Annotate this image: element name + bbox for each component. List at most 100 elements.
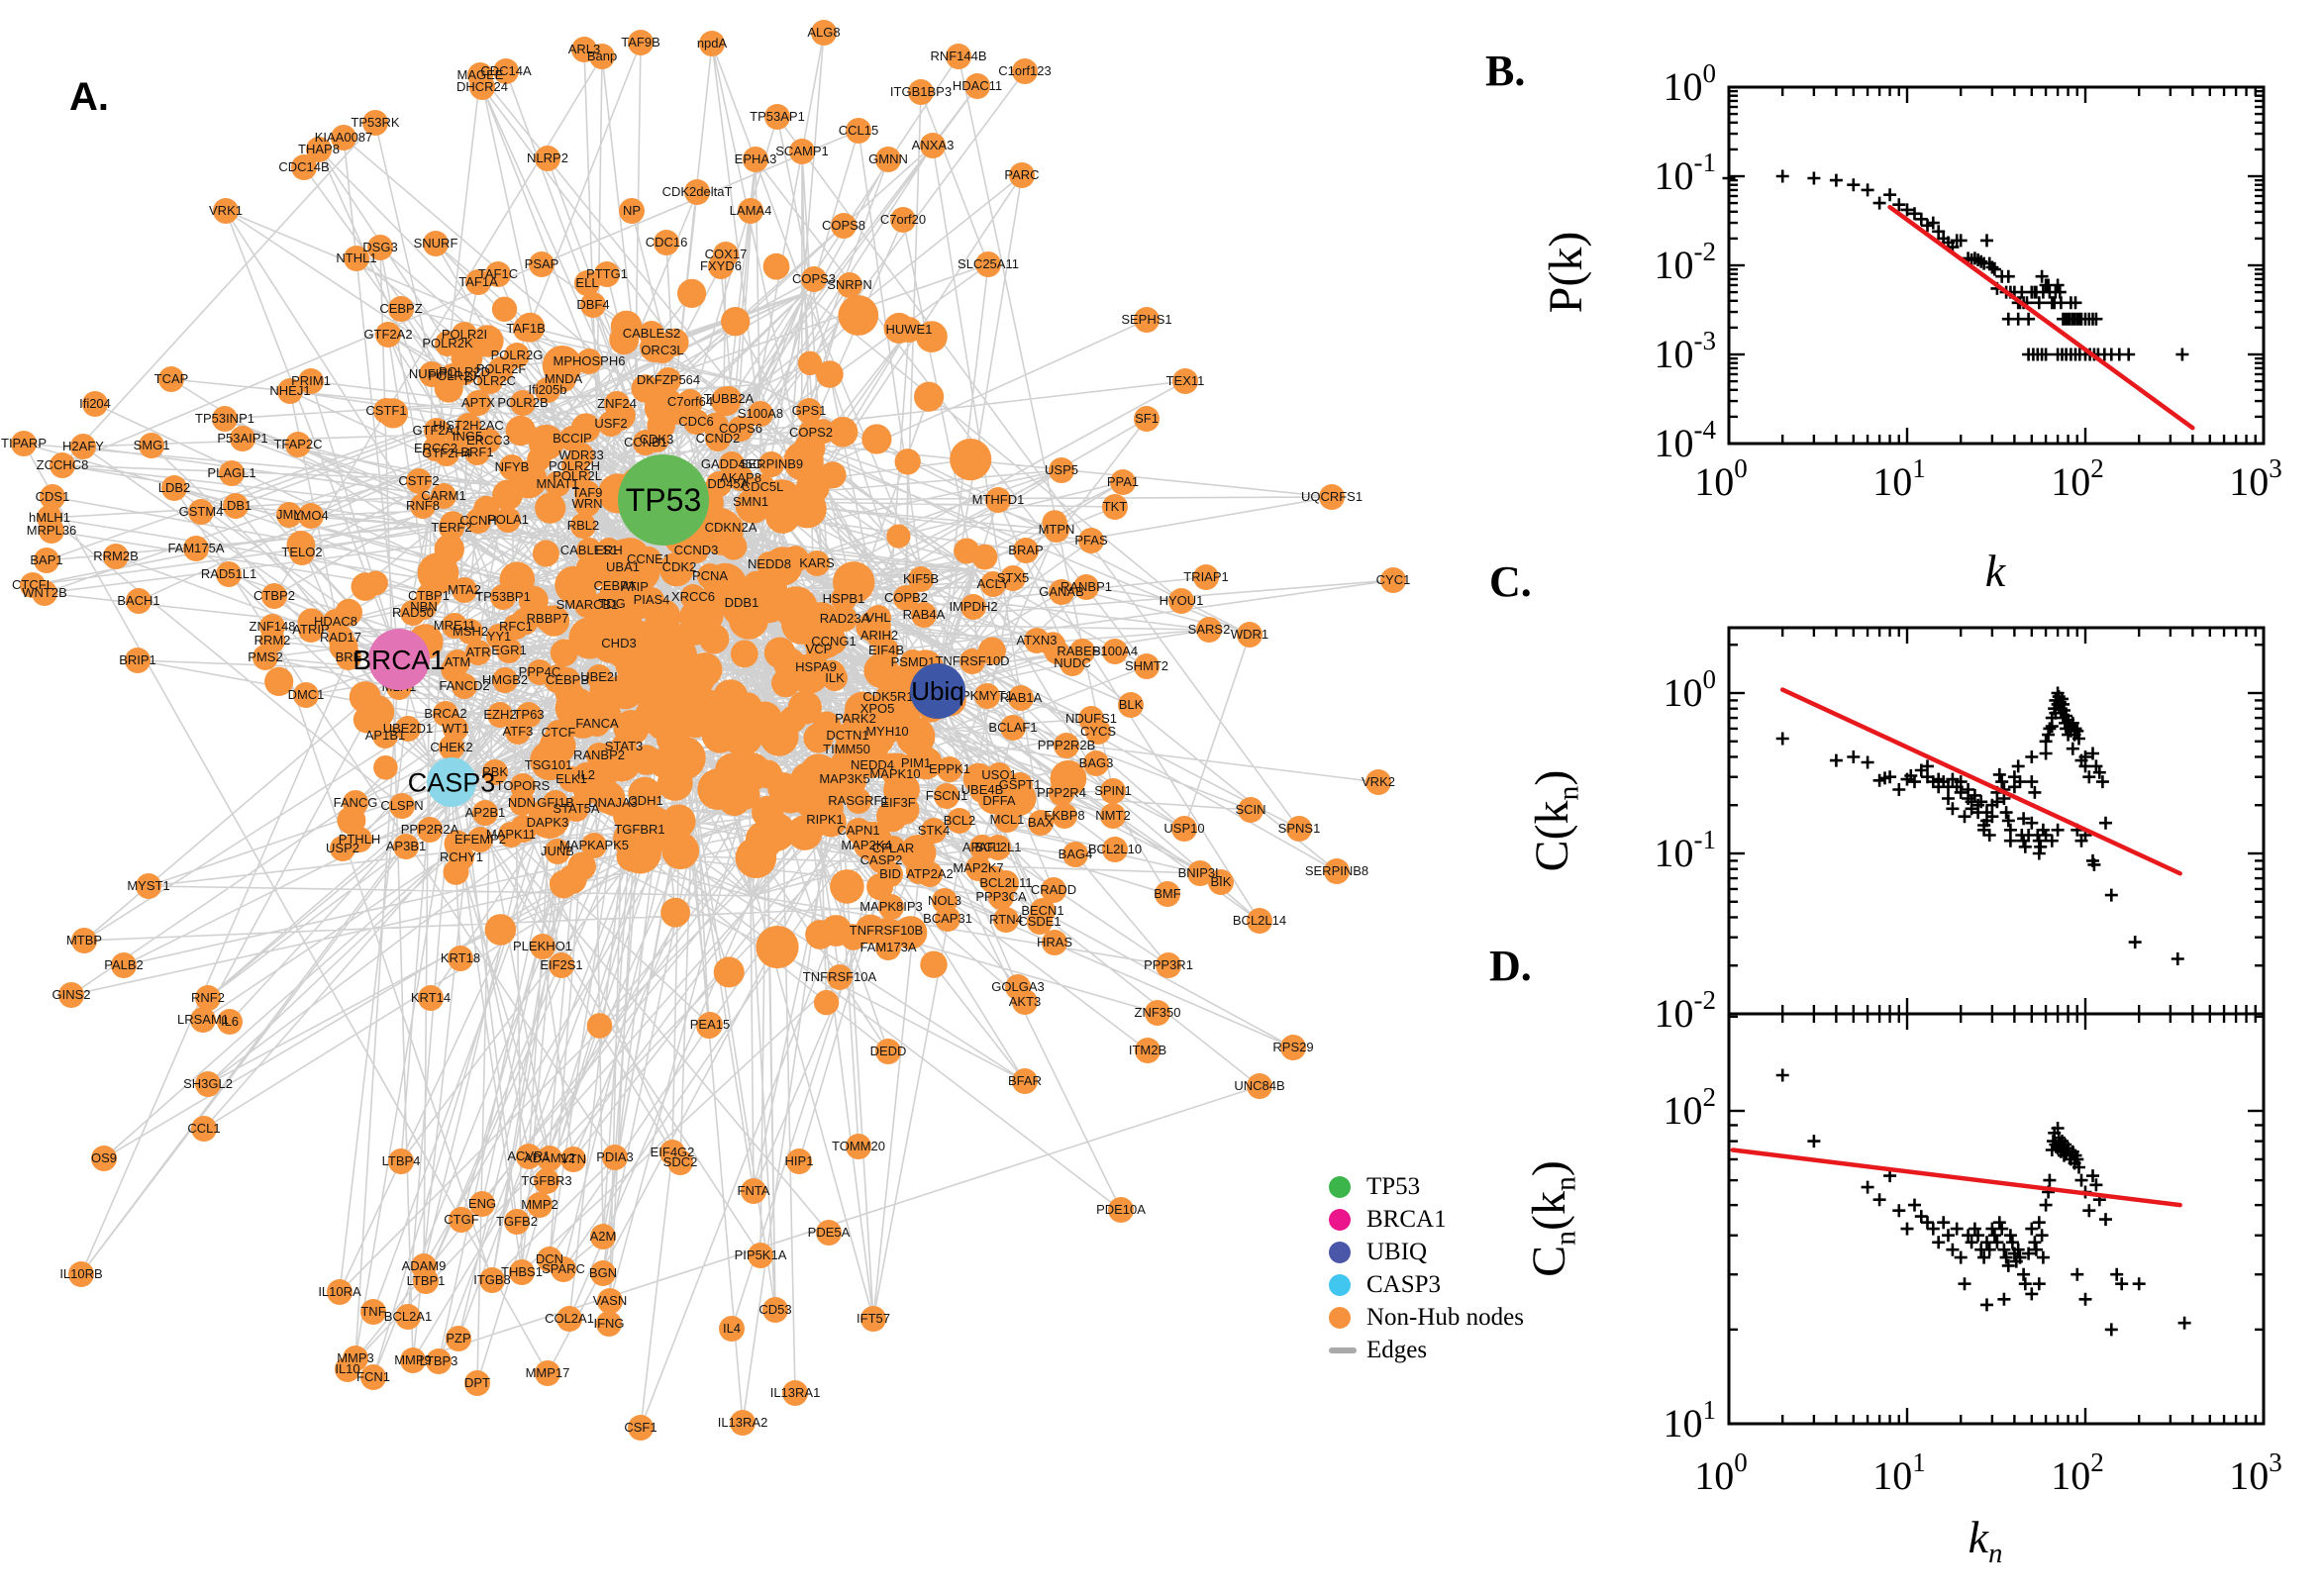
chart-panel-c: 100 10-1 10-2 C(kn​) bbox=[1526, 626, 2266, 1036]
x-axis-title: k bbox=[1985, 546, 2007, 596]
network-node-label: VRK1 bbox=[209, 203, 243, 218]
network-node bbox=[934, 783, 960, 809]
scatter-points bbox=[1775, 686, 2184, 965]
network-node bbox=[498, 822, 524, 848]
network-node bbox=[1145, 1000, 1170, 1026]
network-node-label: IL13RA1 bbox=[770, 1385, 821, 1400]
network-node bbox=[896, 317, 922, 343]
network-node-label: ORC3L bbox=[641, 343, 683, 357]
network-node-label: SDC2 bbox=[663, 1154, 698, 1169]
network-node-label: PARC bbox=[1004, 167, 1039, 182]
network-node-label: PPP3CA bbox=[975, 889, 1027, 904]
chart-frame bbox=[1727, 626, 2266, 1016]
network-node-label: EPHA3 bbox=[735, 151, 777, 166]
network-node-label: FANCD2 bbox=[439, 678, 489, 693]
network-node-label: MAP2K4 bbox=[841, 838, 891, 852]
network-node bbox=[452, 673, 477, 699]
network-node-label: CCL15 bbox=[839, 123, 878, 138]
network-node-label: TNFRSF10D bbox=[935, 653, 1009, 668]
network-node bbox=[1365, 769, 1391, 795]
chart-panel-b: 100 101 102 103 100 10-1 10-2 10-3 10-4 k P(k) bbox=[1540, 58, 2282, 596]
network-node bbox=[1008, 685, 1034, 711]
network-hubs: TP53 BRCA1 Ubiq CASP3 bbox=[353, 454, 965, 807]
network-node bbox=[831, 213, 857, 239]
network-node-label: DDB1 bbox=[725, 595, 759, 610]
network-node bbox=[576, 538, 602, 563]
network-node-label: RNF8 bbox=[406, 498, 440, 513]
network-node-label: PARK2 bbox=[835, 711, 876, 726]
network-node-label: RAD50 bbox=[392, 605, 434, 620]
hub-label-tp53: TP53 bbox=[626, 482, 701, 518]
network-node-label: EIF2S1 bbox=[540, 957, 582, 972]
network-node bbox=[216, 561, 242, 587]
network-node-label: GMNN bbox=[868, 151, 908, 166]
network-node-label: NLRP2 bbox=[527, 150, 568, 165]
network-node bbox=[762, 1297, 788, 1323]
network-node bbox=[812, 807, 838, 833]
network-node-label: TP53BP1 bbox=[475, 589, 531, 604]
network-node bbox=[964, 73, 990, 99]
network-node bbox=[597, 1288, 623, 1314]
network-node bbox=[699, 624, 730, 654]
network-node bbox=[482, 759, 508, 785]
network-node bbox=[633, 788, 658, 814]
network-node-label: ATF3 bbox=[503, 724, 534, 739]
network-node-label: SEPHS1 bbox=[1121, 312, 1171, 327]
network-node bbox=[960, 594, 986, 620]
network-node-label: BAX bbox=[1028, 815, 1054, 830]
network-node bbox=[570, 513, 596, 539]
network-node bbox=[546, 720, 571, 746]
network-node bbox=[674, 683, 710, 718]
network-node bbox=[798, 420, 824, 446]
network-node bbox=[594, 261, 620, 287]
network-node bbox=[464, 440, 490, 465]
network-node-label: GSPT1 bbox=[999, 777, 1042, 792]
network-node bbox=[277, 378, 303, 404]
network-node bbox=[758, 451, 784, 477]
network-node bbox=[413, 1268, 439, 1294]
network-node-label: CARM1 bbox=[421, 488, 466, 503]
network-node bbox=[484, 914, 517, 946]
network-node-label: TAF9 bbox=[572, 485, 603, 500]
legend-color-dot bbox=[1329, 1208, 1351, 1231]
network-node-label: IL2 bbox=[577, 767, 595, 782]
network-node-label: CD53 bbox=[758, 1302, 791, 1317]
network-node-label: TNFRSF10B bbox=[850, 923, 923, 938]
network-node bbox=[763, 637, 796, 669]
network-node bbox=[573, 762, 599, 788]
network-node-label: MAPK10 bbox=[869, 766, 920, 781]
network-node bbox=[527, 659, 553, 685]
network-node bbox=[864, 696, 890, 722]
network-node bbox=[71, 928, 97, 953]
chart-frame bbox=[1727, 1012, 2266, 1426]
network-node bbox=[875, 147, 901, 172]
network-node-label: SH3GL2 bbox=[183, 1076, 233, 1091]
network-node bbox=[529, 251, 555, 277]
network-node bbox=[298, 617, 324, 643]
network-node-label: TDG bbox=[598, 596, 625, 611]
network-node bbox=[188, 499, 214, 525]
panel-a-label: A. bbox=[69, 75, 109, 119]
network-node bbox=[965, 855, 991, 881]
network-node bbox=[1102, 837, 1128, 862]
network-node bbox=[39, 518, 64, 544]
network-node-label: CABLES1 bbox=[560, 543, 619, 557]
network-node bbox=[832, 766, 858, 792]
network-node bbox=[627, 817, 653, 843]
chart-frame bbox=[1727, 85, 2266, 446]
network-node bbox=[786, 1148, 812, 1174]
network-node bbox=[1024, 628, 1050, 653]
network-node bbox=[549, 952, 574, 978]
network-node bbox=[1012, 989, 1038, 1015]
network-node-label: WT1 bbox=[442, 721, 468, 736]
network-node bbox=[1062, 842, 1088, 867]
network-node-label: PZP bbox=[446, 1331, 470, 1346]
network-node-label: PEA15 bbox=[690, 1017, 730, 1032]
network-node bbox=[551, 1256, 576, 1282]
network-node-label: TP53RK bbox=[351, 115, 399, 130]
scatter-points bbox=[1775, 1068, 2191, 1337]
network-node-label: PDIA3 bbox=[596, 1149, 634, 1164]
network-node bbox=[448, 946, 473, 971]
